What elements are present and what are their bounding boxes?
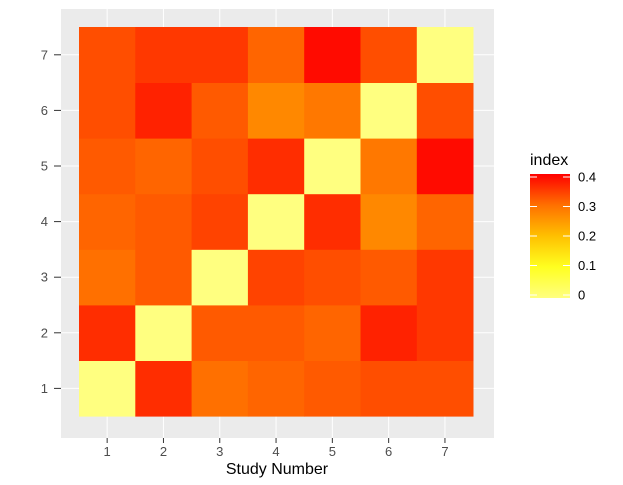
x-tick-label: 3 bbox=[216, 444, 223, 459]
legend-tick-label: 0.1 bbox=[578, 258, 596, 273]
heatmap-cell bbox=[191, 360, 249, 417]
heatmap-cell bbox=[304, 138, 361, 195]
heatmap-cell bbox=[360, 193, 418, 250]
heatmap-cell bbox=[79, 360, 136, 417]
heatmap-cell bbox=[79, 193, 136, 250]
heatmap-cell bbox=[135, 82, 192, 139]
x-axis: 1 2 3 4 5 6 7 bbox=[104, 438, 449, 459]
heatmap-cell bbox=[79, 82, 136, 139]
heatmap-cell bbox=[360, 138, 418, 195]
x-tick-label: 4 bbox=[272, 444, 279, 459]
x-tick-label: 1 bbox=[104, 444, 111, 459]
heatmap-cell bbox=[79, 305, 136, 361]
heatmap-cell bbox=[191, 305, 249, 361]
heatmap-cell bbox=[191, 138, 249, 195]
legend-tick-label: 0.3 bbox=[578, 199, 596, 214]
y-tick-label: 3 bbox=[41, 270, 48, 285]
heatmap-cell bbox=[191, 82, 249, 139]
heatmap-cell bbox=[135, 305, 192, 361]
y-tick-label: 1 bbox=[41, 381, 48, 396]
heatmap-cell bbox=[416, 249, 474, 306]
heatmap-cell bbox=[247, 249, 305, 306]
heatmap-cell bbox=[79, 249, 136, 306]
heatmap-cell bbox=[304, 82, 361, 139]
legend-tick-label: 0.2 bbox=[578, 229, 596, 244]
x-tick-label: 2 bbox=[160, 444, 167, 459]
heatmap-cell bbox=[135, 193, 192, 250]
heatmap-cell bbox=[360, 27, 418, 83]
heatmap-cell bbox=[416, 305, 474, 361]
heatmap-cell bbox=[304, 249, 361, 306]
heatmap-cell bbox=[416, 360, 474, 417]
x-tick-label: 5 bbox=[329, 444, 336, 459]
legend-tick-label: 0.4 bbox=[578, 170, 596, 185]
heatmap-cell bbox=[360, 82, 418, 139]
heatmap-cell bbox=[191, 27, 249, 83]
y-tick-label: 5 bbox=[41, 159, 48, 174]
x-axis-title: Study Number bbox=[226, 461, 329, 478]
legend-title: index bbox=[530, 152, 568, 169]
heatmap-cell bbox=[360, 360, 418, 417]
heatmap-cell bbox=[191, 193, 249, 250]
y-axis: 1 2 3 4 5 6 7 bbox=[41, 47, 61, 396]
heatmap-cell bbox=[304, 27, 361, 83]
heatmap-cell bbox=[416, 138, 474, 195]
legend: index 0 0.1 0.2 0.3 0.4 bbox=[530, 152, 596, 303]
heatmap-cell bbox=[247, 305, 305, 361]
y-tick-label: 6 bbox=[41, 103, 48, 118]
heatmap-cell bbox=[247, 82, 305, 139]
x-tick-label: 6 bbox=[385, 444, 392, 459]
heatmap-cell bbox=[247, 27, 305, 83]
heatmap-cell bbox=[135, 27, 192, 83]
x-tick-label: 7 bbox=[441, 444, 448, 459]
heatmap-cell bbox=[247, 193, 305, 250]
heatmap-cell bbox=[135, 249, 192, 306]
heatmap-cell bbox=[135, 138, 192, 195]
heatmap-cell bbox=[304, 360, 361, 417]
heatmap-cell bbox=[135, 360, 192, 417]
heatmap-cell bbox=[416, 82, 474, 139]
heatmap-cell bbox=[304, 305, 361, 361]
heatmap-cell bbox=[304, 193, 361, 250]
legend-ticks: 0 0.1 0.2 0.3 0.4 bbox=[530, 170, 596, 303]
heatmap-cell bbox=[360, 305, 418, 361]
heatmap-cell bbox=[247, 360, 305, 417]
y-tick-label: 4 bbox=[41, 214, 48, 229]
heatmap-cell bbox=[79, 27, 136, 83]
y-tick-label: 2 bbox=[41, 325, 48, 340]
heatmap-cell bbox=[360, 249, 418, 306]
heatmap-cell bbox=[79, 138, 136, 195]
heatmap-cells bbox=[79, 27, 474, 417]
heatmap-cell bbox=[247, 138, 305, 195]
heatmap-cell bbox=[191, 249, 249, 306]
heatmap-cell bbox=[416, 193, 474, 250]
heatmap-cell bbox=[416, 27, 474, 83]
legend-tick-label: 0 bbox=[578, 288, 585, 303]
y-tick-label: 7 bbox=[41, 47, 48, 62]
